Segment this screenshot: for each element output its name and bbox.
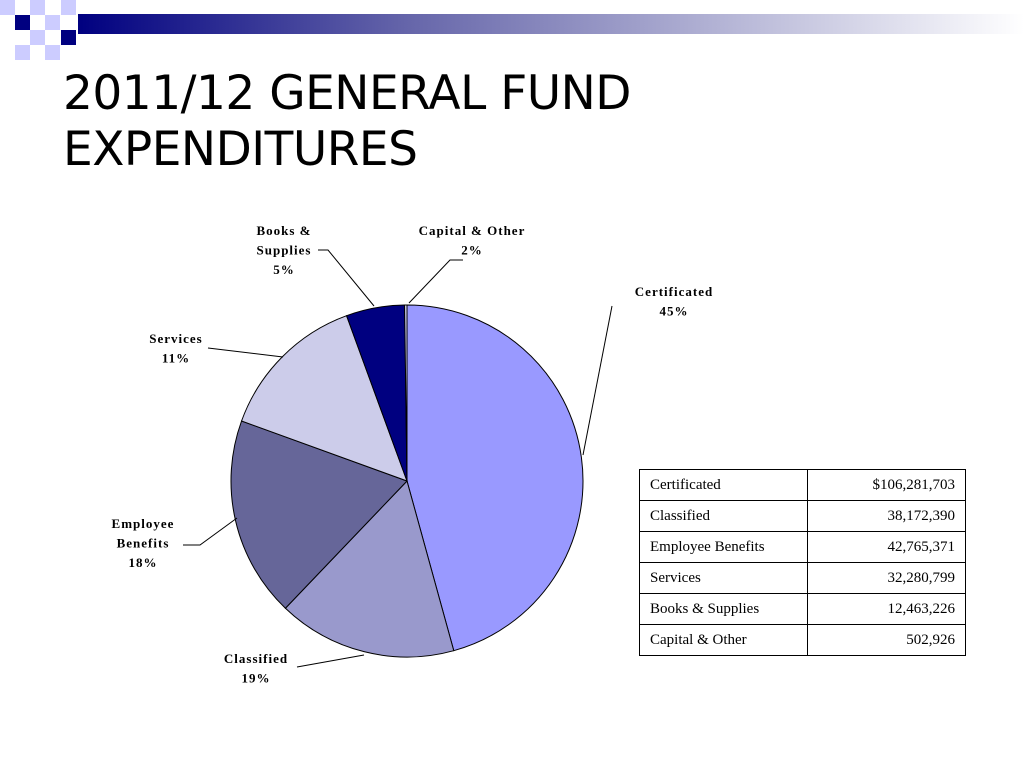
pie-label-line: Books & [256,223,311,238]
pie-label-line: Supplies [257,243,312,258]
table-cell-amount: 42,765,371 [807,531,966,563]
table-cell-category: Employee Benefits [639,531,808,563]
pie-label-line: 11% [162,351,190,366]
deco-square [15,45,30,60]
table-cell-amount: $106,281,703 [807,469,966,501]
pie-label: Services 11% [149,331,202,366]
pie-label: Books & Supplies 5% [256,223,311,277]
deco-square [30,30,45,45]
expenditure-table: Certificated $106,281,703 Classified 38,172… [639,469,966,656]
leader-line [207,347,284,358]
pie-label: Certificated 45% [635,284,713,319]
pie-label-line: 45% [660,304,689,319]
pie-label-line: Certificated [635,284,713,299]
pie-slice-employee-benefits [230,420,408,609]
leader-line [582,305,613,456]
deco-square [61,0,76,15]
table-row: Certificated $106,281,703 [639,469,966,501]
pie-label-line: Capital & Other [419,223,526,238]
pie-label-line: 18% [129,555,158,570]
table-cell-category: Capital & Other [639,624,808,656]
pie-slice-capital-other [404,304,408,482]
pie-label-line: 5% [273,262,295,277]
table-row: Books & Supplies 12,463,226 [639,593,966,625]
leader-line [183,517,238,546]
table-cell-category: Books & Supplies [639,593,808,625]
table-row: Classified 38,172,390 [639,500,966,532]
pie-label-line: Employee [112,516,175,531]
pie-slice-classified [284,480,455,658]
table-cell-category: Classified [639,500,808,532]
table-row: Capital & Other 502,926 [639,624,966,656]
pie-label: Classified 19% [224,651,288,686]
deco-square [45,45,60,60]
table-cell-amount: 32,280,799 [807,562,966,594]
deco-square [61,30,76,45]
table-cell-amount: 38,172,390 [807,500,966,532]
pie-label-line: 19% [242,671,271,686]
slide-title: 2011/12 GENERAL FUND EXPENDITURES [63,66,963,178]
table-cell-amount: 502,926 [807,624,966,656]
pie-label-line: Classified [224,651,288,666]
deco-square [30,0,45,15]
leader-line [296,654,365,668]
header-gradient-bar [78,14,1024,34]
deco-square [0,0,15,15]
pie-label-line: Services [149,331,202,346]
pie-label: Capital & Other 2% [419,223,526,258]
leader-line [318,249,375,307]
slide-title-line-1: 2011/12 GENERAL FUND [63,66,631,121]
pie-label-line: 2% [461,243,483,258]
pie-label-line: Benefits [117,536,170,551]
table-cell-category: Services [639,562,808,594]
deco-square [15,15,30,30]
slide-title-line-2: EXPENDITURES [63,122,418,177]
deco-square [45,15,60,30]
leader-line [408,259,463,304]
table-row: Services 32,280,799 [639,562,966,594]
pie-label: Employee Benefits 18% [112,516,175,570]
table-cell-category: Certificated [639,469,808,501]
pie-slice-certificated [406,304,584,652]
header-decoration [0,0,1024,60]
table-row: Employee Benefits 42,765,371 [639,531,966,563]
table-cell-amount: 12,463,226 [807,593,966,625]
